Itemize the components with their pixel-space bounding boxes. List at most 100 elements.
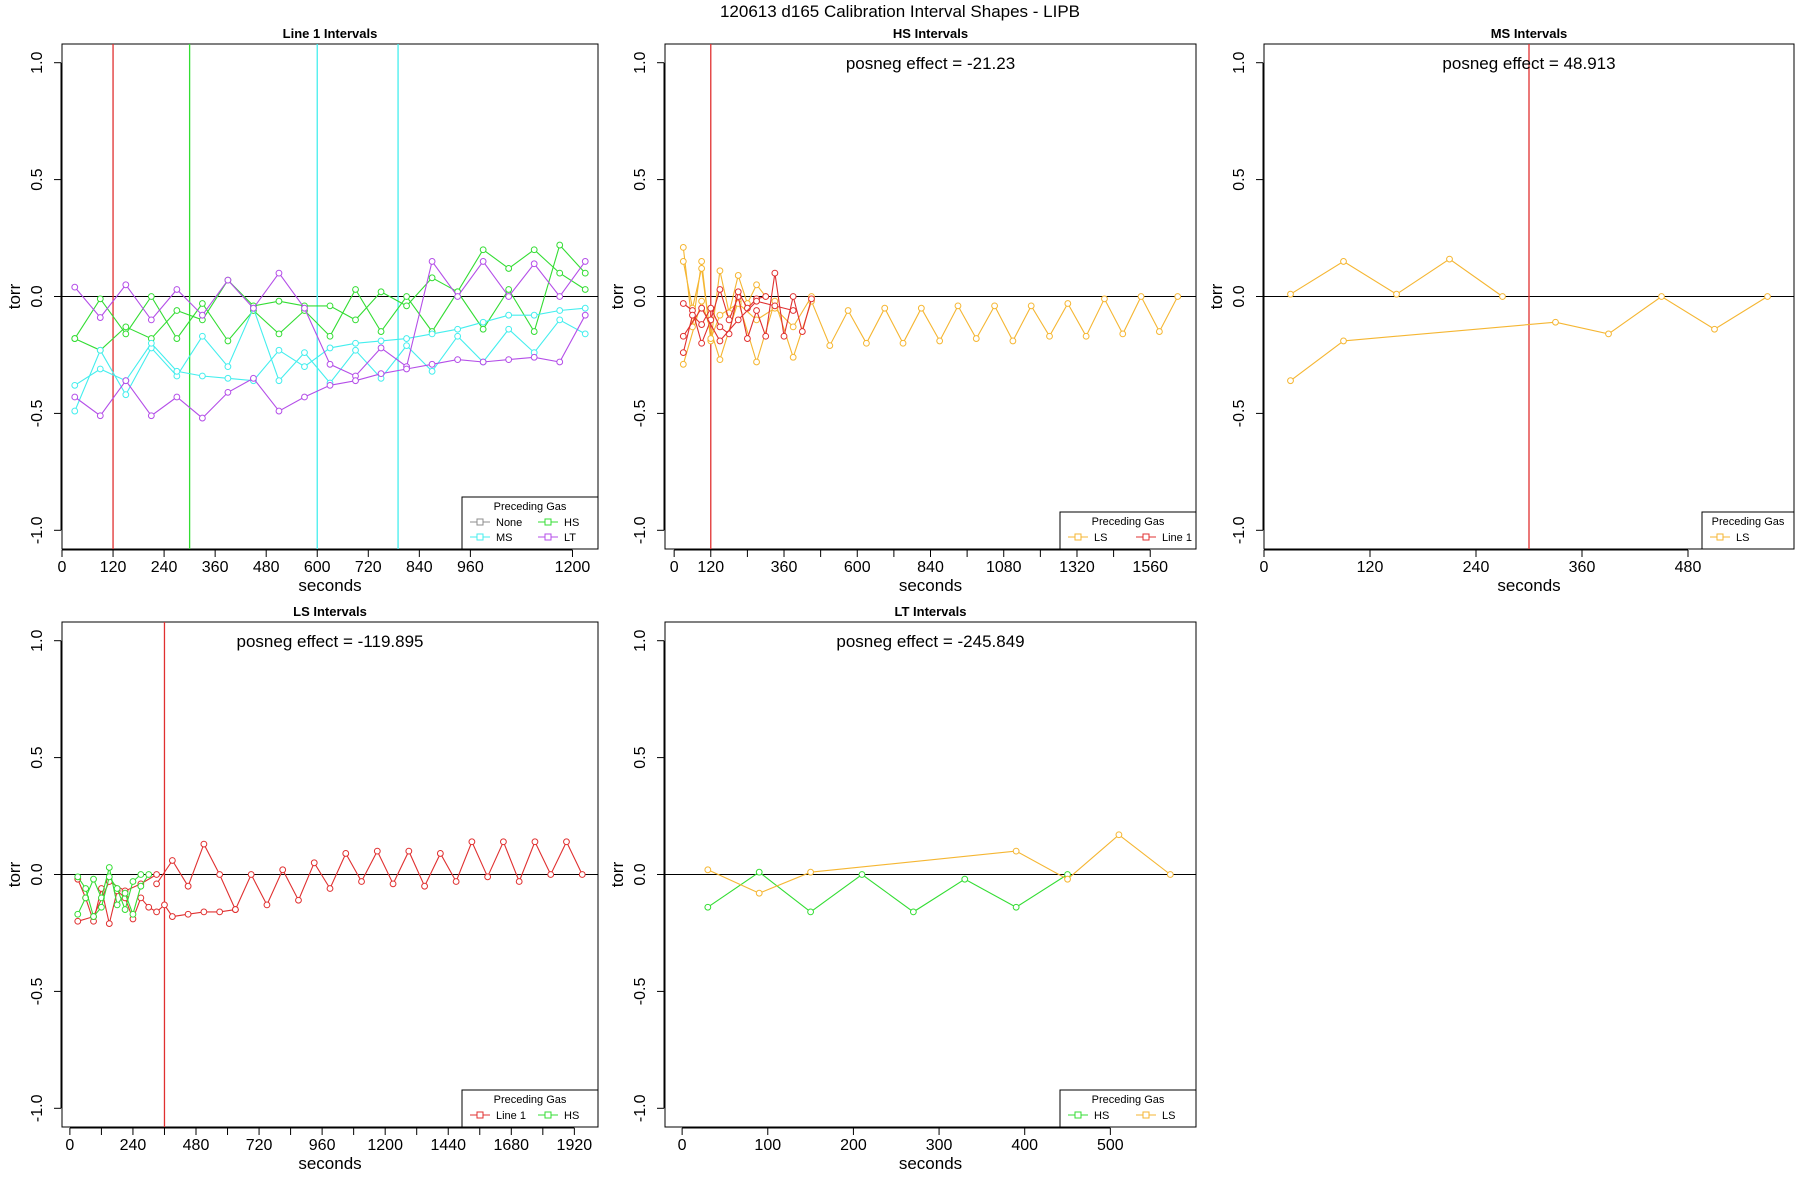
- data-point: [301, 363, 308, 371]
- legend-box: [1701, 511, 1795, 550]
- panel-title: MS Intervals: [1491, 26, 1568, 41]
- legend-label: None: [496, 517, 522, 529]
- x-tick-label: 840: [406, 559, 433, 576]
- data-point: [707, 335, 715, 342]
- legend-box: [461, 1089, 599, 1128]
- data-point: [436, 850, 444, 857]
- data-point: [96, 314, 104, 321]
- legend-box: [1059, 511, 1197, 550]
- data-point: [326, 344, 334, 352]
- data-point: [377, 288, 385, 296]
- y-tick-label: -0.5: [29, 400, 46, 428]
- data-point: [1605, 330, 1612, 338]
- data-point: [515, 878, 523, 885]
- posneg-annotation: posneg effect = 48.913: [1442, 54, 1615, 73]
- x-tick-label: 600: [844, 559, 871, 576]
- y-tick-label: 0.5: [29, 168, 46, 190]
- data-point: [1064, 875, 1071, 883]
- legend-label: Line 1: [1162, 532, 1192, 544]
- data-point: [377, 337, 385, 345]
- data-point: [96, 295, 104, 303]
- data-point: [326, 360, 334, 368]
- data-point: [377, 370, 385, 378]
- x-tick-label: 120: [697, 559, 724, 576]
- data-point: [1287, 290, 1294, 298]
- data-point: [679, 300, 687, 307]
- series-line: [707, 871, 1068, 913]
- data-point: [129, 910, 137, 918]
- y-tick-label: 1.0: [29, 629, 46, 651]
- data-point: [716, 286, 724, 293]
- x-axis-label: seconds: [298, 1154, 361, 1173]
- data-point: [581, 269, 589, 277]
- data-point: [173, 307, 181, 314]
- y-tick-label: -1.0: [29, 516, 46, 544]
- data-point: [275, 297, 283, 305]
- posneg-annotation: posneg effect = -245.849: [836, 632, 1024, 651]
- data-point: [90, 913, 97, 920]
- x-tick-label: 1680: [493, 1137, 529, 1154]
- data-point: [1658, 293, 1665, 300]
- y-tick-label: 1.0: [632, 629, 649, 651]
- data-point: [105, 864, 113, 871]
- x-tick-label: 120: [1357, 559, 1384, 576]
- data-point: [71, 381, 79, 389]
- data-point: [531, 838, 539, 846]
- x-tick-label: 360: [202, 559, 229, 576]
- y-tick-label: 0.0: [632, 863, 649, 885]
- y-axis-label: torr: [608, 861, 627, 887]
- data-point: [403, 342, 410, 349]
- x-tick-label: 1560: [1132, 559, 1168, 576]
- legend-label: HS: [1094, 1110, 1109, 1122]
- data-point: [505, 286, 513, 293]
- data-point: [129, 878, 137, 885]
- data-point: [753, 358, 760, 366]
- data-point: [530, 328, 538, 335]
- x-tick-label: 400: [1011, 1137, 1038, 1154]
- data-point: [389, 880, 397, 888]
- x-tick-label: 480: [183, 1137, 210, 1154]
- data-point: [161, 901, 168, 909]
- data-point: [145, 903, 153, 911]
- x-tick-label: 500: [1097, 1137, 1124, 1154]
- data-point: [698, 265, 706, 272]
- y-tick-label: 1.0: [29, 51, 46, 73]
- data-point: [352, 339, 359, 347]
- data-point: [530, 311, 538, 319]
- data-point: [771, 269, 779, 277]
- data-point: [200, 840, 208, 848]
- data-point: [352, 346, 359, 354]
- data-point: [1101, 295, 1108, 303]
- x-tick-label: 1440: [430, 1137, 466, 1154]
- data-point: [581, 286, 589, 293]
- data-point: [679, 360, 687, 368]
- data-point: [198, 300, 206, 307]
- data-point: [468, 838, 476, 846]
- legend-label: HS: [564, 1110, 579, 1122]
- data-point: [295, 896, 302, 904]
- data-point: [771, 302, 779, 310]
- data-point: [505, 293, 513, 300]
- data-point: [789, 353, 797, 361]
- x-tick-label: 0: [678, 1137, 687, 1154]
- data-point: [858, 871, 866, 878]
- data-point: [71, 283, 79, 291]
- data-point: [147, 316, 155, 324]
- data-point: [90, 875, 97, 883]
- data-point: [556, 316, 564, 324]
- data-point: [377, 328, 385, 335]
- data-point: [753, 297, 760, 305]
- data-point: [500, 838, 507, 846]
- y-axis-label: torr: [608, 283, 627, 309]
- data-point: [863, 339, 870, 347]
- data-point: [71, 407, 79, 415]
- legend-box: [461, 496, 599, 550]
- x-tick-label: 240: [151, 559, 178, 576]
- data-point: [113, 885, 121, 892]
- data-point: [1393, 290, 1400, 298]
- legend-swatch-marker: [1074, 533, 1082, 541]
- data-point: [326, 332, 334, 340]
- data-point: [716, 356, 724, 364]
- data-point: [556, 293, 564, 300]
- data-point: [743, 335, 751, 342]
